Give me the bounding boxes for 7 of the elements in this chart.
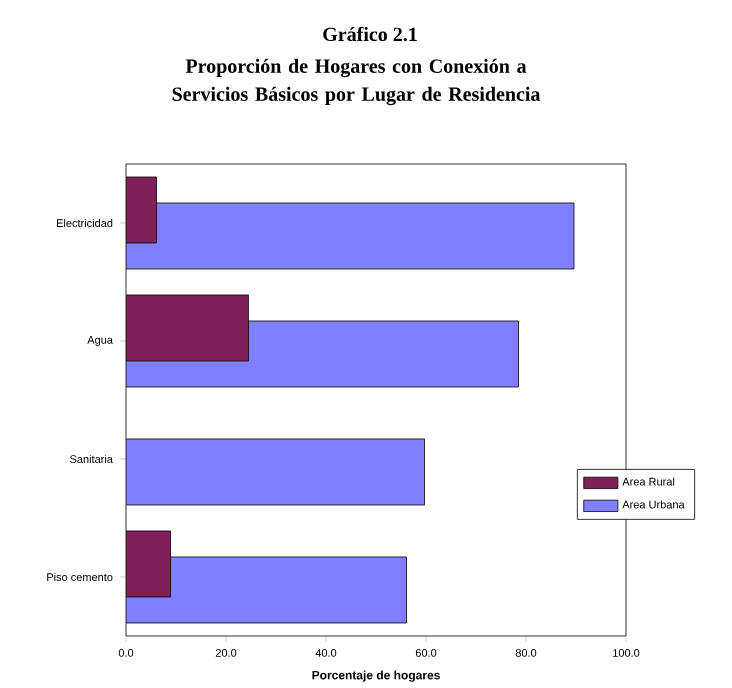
bar: [126, 530, 171, 598]
chart-subtitle: Proporción de Hogares con Conexión a Servicios Básicos por Lugar de Residencia: [172, 58, 541, 106]
bar: [126, 202, 575, 270]
chart-title: Gráfico 2.1: [323, 26, 417, 42]
bar: [126, 176, 157, 244]
bar: [126, 294, 249, 362]
bar: [126, 438, 425, 506]
